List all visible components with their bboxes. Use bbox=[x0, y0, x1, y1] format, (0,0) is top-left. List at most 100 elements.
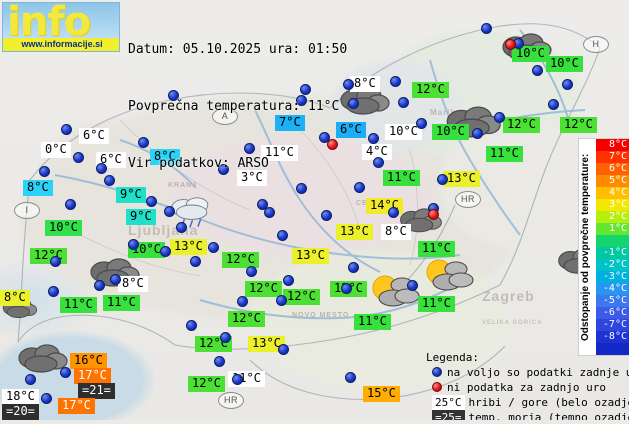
country-code-marker: H bbox=[583, 36, 609, 53]
bottom-spacer bbox=[0, 420, 629, 424]
station-dot-no-data[interactable] bbox=[505, 39, 516, 50]
station-dot-available[interactable] bbox=[214, 356, 225, 367]
station-dot-available[interactable] bbox=[176, 222, 187, 233]
station-dot-available[interactable] bbox=[48, 286, 59, 297]
station-dot-available[interactable] bbox=[65, 199, 76, 210]
station-dot-no-data[interactable] bbox=[428, 209, 439, 220]
station-dot-available[interactable] bbox=[319, 132, 330, 143]
color-scale-row bbox=[596, 343, 629, 355]
station-dot-available[interactable] bbox=[190, 256, 201, 267]
station-dot-available[interactable] bbox=[164, 206, 175, 217]
station-dot-available[interactable] bbox=[60, 367, 71, 378]
station-dot-available[interactable] bbox=[25, 374, 36, 385]
station-dot-available[interactable] bbox=[186, 320, 197, 331]
temperature-chip: 9°C bbox=[116, 187, 146, 203]
header-source-line: Vir podatkov: ARSO bbox=[128, 156, 269, 171]
station-dot-available[interactable] bbox=[407, 280, 418, 291]
temperature-chip: 7°C bbox=[275, 115, 305, 131]
station-dot-available[interactable] bbox=[321, 210, 332, 221]
station-dot-available[interactable] bbox=[110, 274, 121, 285]
station-dot-available[interactable] bbox=[73, 152, 84, 163]
station-dot-available[interactable] bbox=[348, 262, 359, 273]
station-dot-available[interactable] bbox=[246, 266, 257, 277]
station-dot-available[interactable] bbox=[494, 112, 505, 123]
legend-mountain-chip: 25°C bbox=[432, 395, 465, 410]
temperature-chip: 8°C bbox=[118, 276, 148, 292]
station-dot-available[interactable] bbox=[277, 230, 288, 241]
station-dot-available[interactable] bbox=[343, 79, 354, 90]
station-dot-available[interactable] bbox=[160, 246, 171, 257]
map-place-label: VELIKA GORICA bbox=[482, 320, 543, 326]
color-scale-row: -7°C bbox=[596, 319, 629, 331]
station-dot-available[interactable] bbox=[388, 207, 399, 218]
color-scale-row: 6°C bbox=[596, 163, 629, 175]
station-dot-available[interactable] bbox=[96, 163, 107, 174]
color-scale-row: 2°C bbox=[596, 211, 629, 223]
station-dot-available[interactable] bbox=[39, 166, 50, 177]
station-dot-available[interactable] bbox=[398, 97, 409, 108]
station-dot-available[interactable] bbox=[244, 143, 255, 154]
station-dot-no-data[interactable] bbox=[327, 139, 338, 150]
station-dot-available[interactable] bbox=[341, 283, 352, 294]
station-dot-available[interactable] bbox=[61, 124, 72, 135]
temperature-chip: 12°C bbox=[245, 281, 282, 297]
temperature-chip: 8°C bbox=[150, 149, 180, 165]
station-dot-available[interactable] bbox=[146, 196, 157, 207]
station-dot-available[interactable] bbox=[437, 174, 448, 185]
blue-station-dot-icon bbox=[432, 367, 442, 377]
station-dot-available[interactable] bbox=[220, 332, 231, 343]
station-dot-available[interactable] bbox=[354, 182, 365, 193]
temperature-chip: 13°C bbox=[336, 224, 373, 240]
temperature-chip: 12°C bbox=[188, 376, 225, 392]
station-dot-available[interactable] bbox=[94, 280, 105, 291]
station-dot-available[interactable] bbox=[296, 183, 307, 194]
temperature-chip: 13°C bbox=[443, 171, 480, 187]
station-dot-available[interactable] bbox=[348, 98, 359, 109]
station-dot-available[interactable] bbox=[128, 239, 139, 250]
station-dot-available[interactable] bbox=[390, 76, 401, 87]
station-dot-available[interactable] bbox=[481, 23, 492, 34]
station-dot-available[interactable] bbox=[548, 99, 559, 110]
map-place-label: Maribor bbox=[430, 108, 467, 117]
station-dot-available[interactable] bbox=[41, 393, 52, 404]
station-dot-available[interactable] bbox=[368, 133, 379, 144]
station-dot-available[interactable] bbox=[232, 374, 243, 385]
color-scale-row: -5°C bbox=[596, 295, 629, 307]
station-dot-available[interactable] bbox=[562, 79, 573, 90]
temperature-chip: 17°C bbox=[74, 368, 111, 384]
station-dot-available[interactable] bbox=[138, 137, 149, 148]
station-dot-available[interactable] bbox=[276, 295, 287, 306]
color-scale-row: -6°C bbox=[596, 307, 629, 319]
map-place-label: KRANJ bbox=[168, 182, 198, 189]
temperature-chip: 10°C bbox=[546, 56, 583, 72]
temperature-chip: 0°C bbox=[41, 142, 71, 158]
station-dot-available[interactable] bbox=[296, 95, 307, 106]
color-scale-row: -3°C bbox=[596, 271, 629, 283]
station-dot-available[interactable] bbox=[50, 256, 61, 267]
station-dot-available[interactable] bbox=[283, 275, 294, 286]
station-dot-available[interactable] bbox=[472, 128, 483, 139]
station-dot-available[interactable] bbox=[373, 157, 384, 168]
temperature-chip: =20= bbox=[2, 404, 39, 420]
color-scale-row: -8°C bbox=[596, 331, 629, 343]
station-dot-available[interactable] bbox=[416, 118, 427, 129]
station-dot-available[interactable] bbox=[257, 199, 268, 210]
station-dot-available[interactable] bbox=[345, 372, 356, 383]
station-dot-available[interactable] bbox=[208, 242, 219, 253]
station-dot-available[interactable] bbox=[264, 207, 275, 218]
station-dot-available[interactable] bbox=[168, 90, 179, 101]
logo-url: www.informacije.si bbox=[3, 38, 119, 51]
station-dot-available[interactable] bbox=[218, 164, 229, 175]
legend-blue-text: na voljo so podatki zadnje ure bbox=[447, 366, 629, 379]
info-logo[interactable]: info www.informacije.si bbox=[2, 2, 120, 52]
temperature-chip: 3°C bbox=[237, 170, 267, 186]
temperature-chip: 10°C bbox=[432, 124, 469, 140]
station-dot-available[interactable] bbox=[300, 84, 311, 95]
station-dot-available[interactable] bbox=[278, 344, 289, 355]
temperature-chip: 6°C bbox=[336, 122, 366, 138]
temperature-chip: 8°C bbox=[381, 224, 411, 240]
station-dot-available[interactable] bbox=[237, 296, 248, 307]
station-dot-available[interactable] bbox=[532, 65, 543, 76]
station-dot-available[interactable] bbox=[104, 175, 115, 186]
color-scale-row: 3°C bbox=[596, 199, 629, 211]
